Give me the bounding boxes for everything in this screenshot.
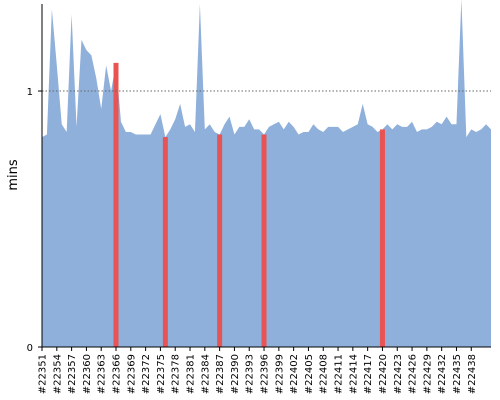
plot-area: 01#22351 #22354 #22357 #22360 #22363 #22366 #2… bbox=[27, 0, 491, 394]
x-tick-label: #22366 bbox=[112, 354, 123, 394]
x-tick-label: #22405 bbox=[304, 354, 315, 394]
x-tick-label: #22354 bbox=[52, 354, 63, 394]
highlight-bar bbox=[261, 134, 267, 347]
x-tick-label: #22429 bbox=[422, 354, 433, 394]
x-tick-label: #22360 bbox=[82, 354, 93, 394]
x-tick-label: #22432 bbox=[437, 354, 448, 394]
x-tick-label: #22363 bbox=[97, 354, 108, 394]
x-tick-label: #22387 bbox=[215, 354, 226, 394]
y-axis-label: mins bbox=[6, 159, 21, 191]
x-tick-label: #22369 bbox=[126, 354, 137, 394]
x-tick-label: #22357 bbox=[67, 354, 78, 394]
x-tick-label: #22423 bbox=[393, 354, 404, 394]
x-tick-label: #22396 bbox=[260, 354, 271, 394]
x-tick-label: #22372 bbox=[141, 354, 152, 394]
highlight-bar bbox=[113, 62, 119, 348]
y-tick-label: 0 bbox=[27, 343, 33, 354]
x-tick-label: #22402 bbox=[289, 354, 300, 394]
x-tick-label: #22375 bbox=[156, 354, 167, 394]
y-tick-label: 1 bbox=[27, 87, 33, 98]
x-tick-label: #22378 bbox=[171, 354, 182, 394]
x-tick-label: #22417 bbox=[363, 354, 374, 394]
highlight-bar bbox=[379, 129, 385, 347]
x-tick-label: #22408 bbox=[319, 354, 330, 394]
x-tick-label: #22435 bbox=[452, 354, 463, 394]
x-tick-label: #22381 bbox=[186, 354, 197, 394]
highlight-bar bbox=[217, 134, 223, 347]
x-tick-label: #22420 bbox=[378, 354, 389, 394]
highlight-bar bbox=[162, 137, 168, 347]
x-tick-label: #22393 bbox=[245, 354, 256, 394]
x-tick-label: #22399 bbox=[274, 354, 285, 394]
x-tick-label: #22384 bbox=[200, 354, 211, 394]
x-tick-label: #22411 bbox=[334, 354, 345, 394]
x-tick-label: #22390 bbox=[230, 354, 241, 394]
x-tick-label: #22414 bbox=[348, 354, 359, 394]
x-tick-label: #22426 bbox=[408, 354, 419, 394]
x-tick-label: #22438 bbox=[467, 354, 478, 394]
x-tick-label: #22351 bbox=[38, 354, 49, 394]
